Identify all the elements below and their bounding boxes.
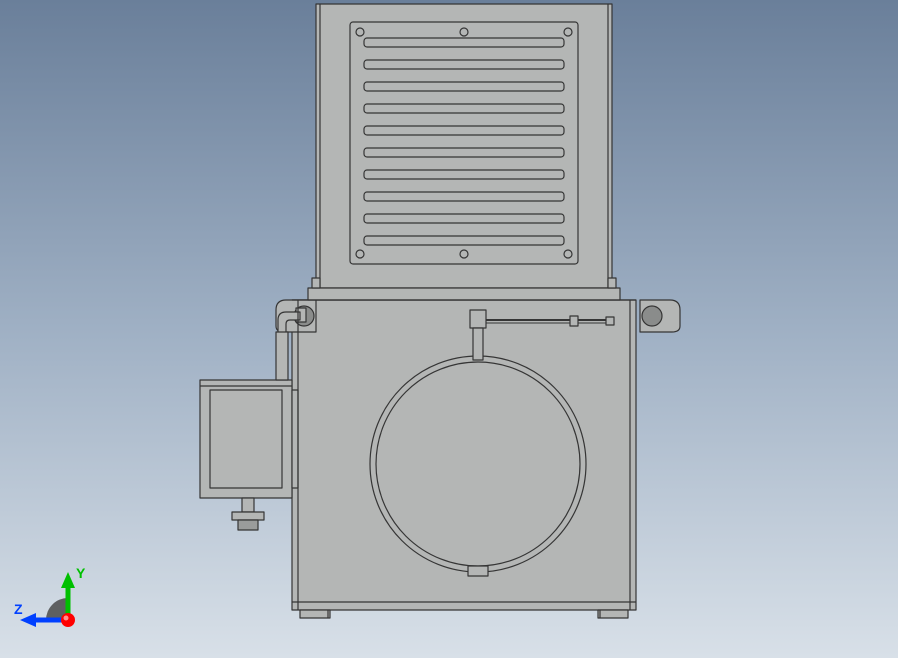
end-cover-tab	[468, 566, 488, 576]
vent-panel	[350, 22, 578, 264]
end-cover	[370, 356, 586, 572]
orientation-triad[interactable]: Z Y	[10, 558, 100, 648]
right-mounting-lug	[640, 300, 680, 332]
cad-viewport[interactable]: Z Y	[0, 0, 898, 658]
top-boss	[470, 310, 486, 328]
triad-origin	[61, 613, 75, 627]
conduit-stub	[276, 332, 288, 380]
junction-box	[200, 308, 306, 498]
cable-gland	[232, 498, 264, 530]
axis-y-label: Y	[76, 565, 86, 581]
mounting-feet	[300, 610, 628, 618]
model-drawing	[0, 0, 898, 658]
axis-z-label: Z	[14, 601, 23, 617]
ledge	[308, 288, 620, 300]
